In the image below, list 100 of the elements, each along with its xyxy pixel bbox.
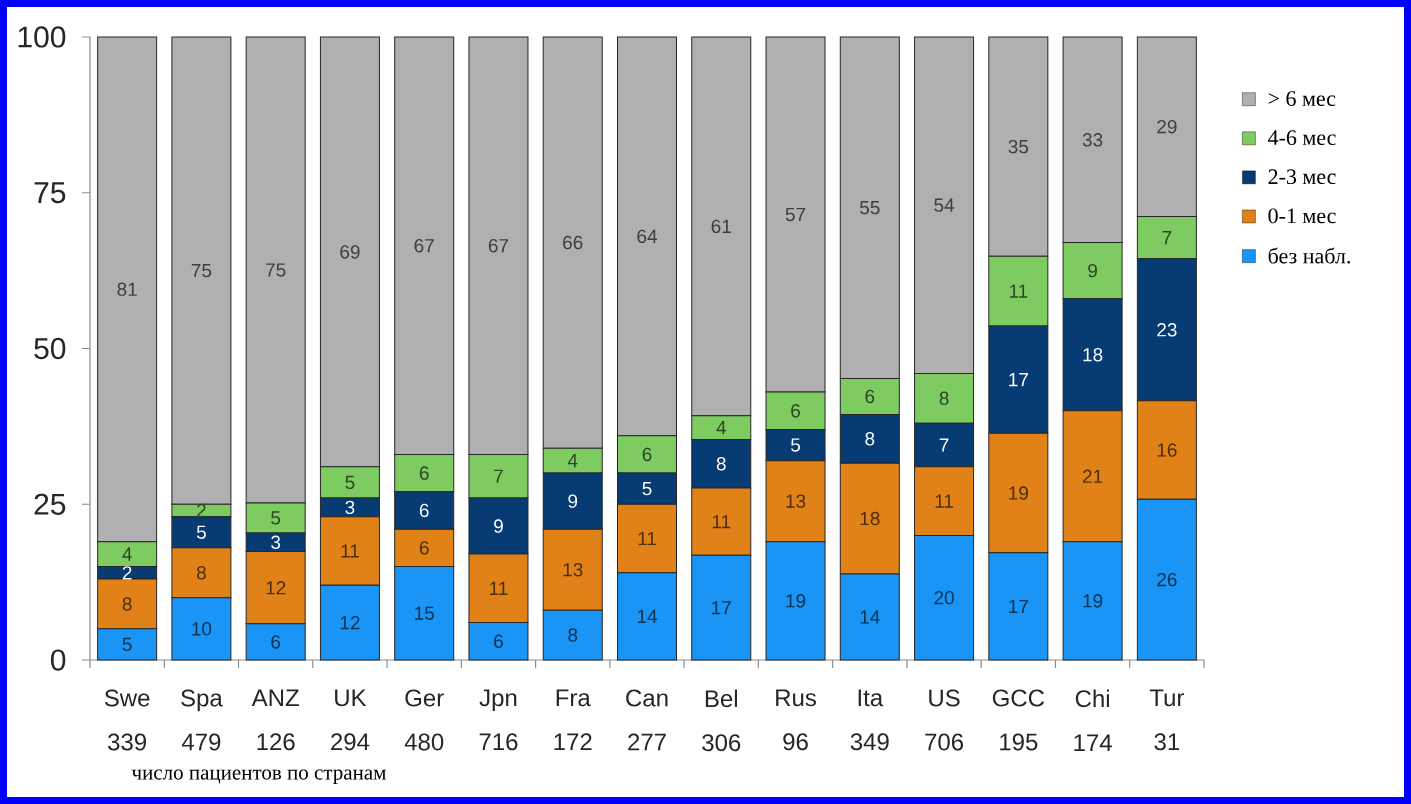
data-label: 6 [419,466,429,480]
y-tick-label: 25 [34,493,66,515]
x-tick-label: Ita 349 [850,689,889,751]
data-label: 5 [642,482,652,496]
x-tick-label: Bel 306 [702,689,741,752]
data-label: 14 [860,610,880,624]
data-label: 4 [716,421,726,435]
data-label: 11 [490,581,508,595]
x-tick-label: Swe 339 [104,689,150,751]
data-label: 35 [1008,139,1029,154]
data-label: 9 [494,519,503,533]
data-label: 5 [271,511,281,525]
data-label: 4 [122,547,132,561]
data-label: 17 [712,601,731,615]
data-label: 16 [1157,443,1177,457]
x-tick-label: Jpn 716 [479,689,518,751]
y-tick-label: 0 [50,649,66,671]
x-tick-label: Ger 480 [404,689,444,751]
legend-label: без набл. [1268,247,1350,264]
x-axis-title: число пациентов по странам [131,769,386,784]
x-tick-label: Chi 174 [1074,689,1112,751]
data-label: 5 [196,525,206,539]
data-label: 20 [934,590,954,605]
data-label: 66 [563,235,583,250]
data-label: 8 [122,597,132,611]
data-label: 54 [934,198,955,212]
data-label: 11 [1009,284,1028,298]
data-label: 18 [860,511,880,526]
data-label: 11 [935,494,953,508]
data-label: 8 [196,566,206,580]
data-label: 6 [494,634,503,649]
data-label: 15 [415,606,434,620]
data-label: 55 [859,201,880,215]
data-label: 69 [340,245,360,259]
data-label: 67 [414,238,434,253]
data-label: 8 [939,391,949,406]
data-label: 17 [1009,599,1028,613]
data-label: 26 [1157,572,1177,587]
data-label: 18 [1083,348,1103,362]
x-tick-label: GCC 195 [992,689,1045,751]
data-label: 5 [345,475,355,490]
data-label: 2 [197,503,206,518]
data-label: 4 [567,454,578,468]
data-label: 64 [637,229,658,244]
data-label: 12 [266,581,286,595]
legend-label: 0-1 мес [1268,208,1336,224]
data-label: 33 [1082,133,1103,147]
data-label: 5 [791,438,801,452]
data-label: 75 [266,263,286,277]
data-label: 13 [786,494,806,508]
data-label: 19 [1009,486,1028,500]
x-tick-label: UK 294 [331,689,370,751]
data-label: 11 [712,515,731,529]
data-label: 3 [271,535,281,549]
data-label: 3 [345,500,355,515]
data-label: 75 [191,264,212,278]
data-label: 23 [1157,323,1177,337]
data-label: 9 [568,494,578,508]
data-label: 17 [1009,373,1028,387]
data-label: 81 [117,282,137,297]
data-label: 7 [939,438,949,452]
data-label: 11 [341,544,359,558]
data-label: 21 [1082,469,1103,483]
x-tick-label: Can 277 [626,689,668,751]
data-label: 10 [192,622,212,636]
data-label: 6 [791,404,800,418]
data-label: 19 [786,594,806,608]
text: > 6 мес [1268,91,1336,106]
data-label: 2 [122,566,132,580]
x-tick-label: US 706 [925,689,964,751]
data-label: 8 [716,457,726,471]
legend-label: 4-6 мес [1268,130,1336,146]
data-label: 29 [1157,119,1177,134]
data-label: 7 [494,469,503,483]
data-label: 6 [271,635,281,649]
data-label: 57 [785,207,806,222]
legend-label: 2-3 мес [1268,169,1336,185]
x-tick-label: Fra 172 [554,689,592,751]
data-label: 11 [638,531,656,546]
data-label: 7 [1162,231,1172,245]
data-label: 13 [563,562,583,577]
data-label: 61 [711,219,731,234]
y-tick-label: 75 [34,182,66,204]
x-tick-label: Tur 31 [1149,689,1185,751]
data-label: 12 [340,615,360,630]
data-label: 67 [488,238,509,253]
data-label: 5 [122,637,132,652]
y-tick-label: 100 [18,26,66,48]
x-tick-label: ANZ 126 [251,689,299,751]
data-label: 9 [1088,263,1097,278]
data-label: 14 [637,609,658,623]
data-label: 6 [419,503,429,518]
x-tick-label: Rus 96 [776,689,816,751]
data-label: 19 [1083,594,1103,608]
data-label: 8 [568,628,578,642]
data-label: 6 [865,389,875,404]
x-tick-label: Spa 479 [181,689,223,751]
data-label: 6 [642,447,652,462]
data-label: 6 [419,541,429,555]
y-tick-label: 50 [34,337,66,360]
